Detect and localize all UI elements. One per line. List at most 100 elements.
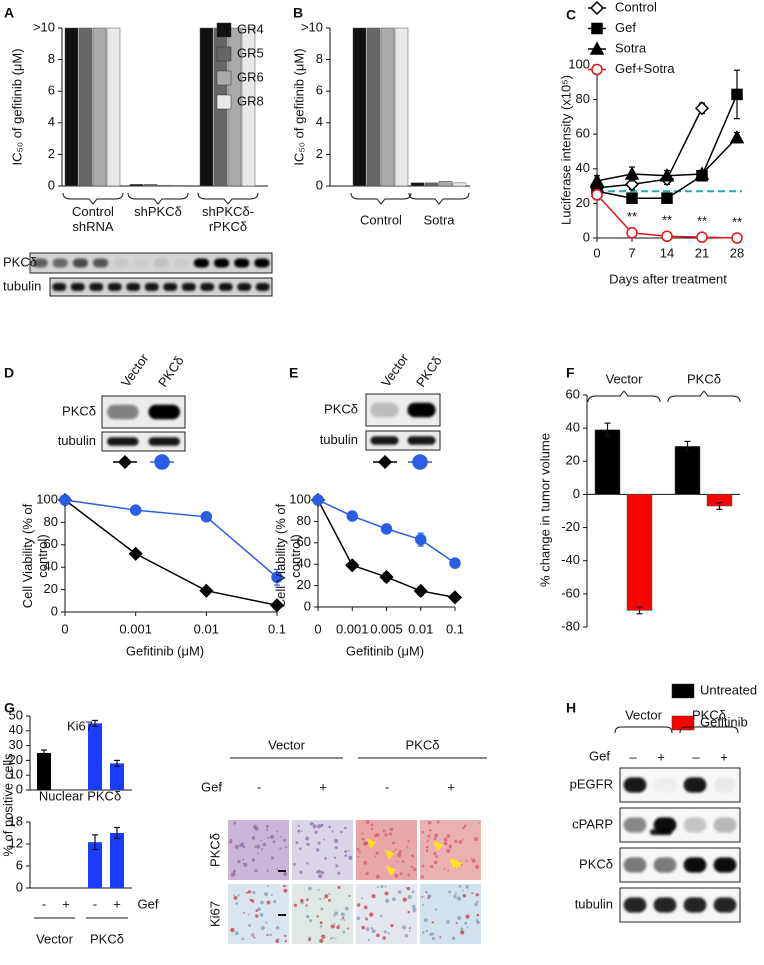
micrograph-cell — [320, 907, 324, 911]
micrograph-cell — [466, 926, 469, 929]
blot-column-label: PKCδ — [413, 353, 445, 389]
micrograph-cell — [295, 841, 299, 845]
micrograph-cell — [276, 868, 279, 871]
micrograph-cell — [328, 898, 331, 902]
micrograph-cell — [389, 827, 394, 832]
micrograph-cell — [374, 834, 378, 838]
micrograph-cell — [420, 875, 424, 879]
blot-band — [713, 817, 737, 833]
micrograph-cell — [333, 856, 337, 859]
blot-row-label: cPARP — [572, 816, 613, 831]
blot-row-label: PKCδ — [324, 401, 358, 416]
marker — [312, 494, 324, 506]
micrograph-cell — [333, 922, 336, 925]
y-tick-label: 20 — [44, 581, 58, 596]
marker — [696, 231, 708, 243]
micrograph-cell — [356, 903, 361, 907]
bar — [171, 184, 186, 187]
annotation: ** — [662, 213, 672, 228]
x-tick-label: 14 — [660, 245, 674, 260]
micrograph-cell — [324, 894, 329, 899]
blot-band — [144, 282, 159, 292]
micrograph-cell — [330, 924, 335, 929]
blot-band — [126, 282, 141, 292]
micrograph-cell — [462, 893, 467, 898]
bracket — [350, 192, 412, 205]
y-tick-label: 4 — [316, 114, 323, 129]
micrograph-cell — [365, 918, 368, 921]
micrograph-cell — [465, 859, 468, 862]
y-tick-label: 40 — [44, 559, 58, 574]
micrograph-cell — [251, 836, 256, 840]
y-tick-label: 100 — [289, 491, 311, 506]
micrograph-cell — [247, 913, 250, 916]
micrograph-cell — [317, 888, 320, 891]
x-tick-label: - — [42, 896, 46, 911]
bar — [129, 184, 144, 187]
micrograph-cell — [266, 900, 271, 905]
micrograph-cell — [254, 869, 258, 873]
bracket — [127, 192, 189, 205]
marker — [377, 454, 393, 470]
micrograph-cell — [263, 892, 269, 897]
bar — [394, 27, 409, 187]
y-tick-label: 60 — [297, 534, 311, 549]
group-label: PKCδ — [90, 931, 124, 946]
micrograph-cell — [257, 907, 261, 912]
scale-bar — [278, 870, 286, 872]
micrograph-cell — [384, 885, 387, 888]
micrograph-cell — [266, 828, 269, 831]
blot-band — [193, 258, 210, 268]
y-axis-label: IC₅₀ of gefitinib (μM) — [9, 48, 24, 165]
micrograph-cell — [401, 860, 405, 863]
annotation: ** — [627, 209, 637, 224]
marker — [661, 192, 673, 204]
marker — [412, 454, 428, 470]
micrograph-cell — [361, 832, 364, 835]
legend-label: Gef+Sotra — [615, 61, 675, 76]
micrograph-cell — [344, 850, 348, 853]
micrograph-cell — [397, 852, 402, 858]
micrograph-cell — [376, 885, 380, 889]
y-tick-label: 0 — [583, 229, 590, 244]
micrograph-cell — [456, 896, 462, 901]
series-line — [596, 107, 703, 189]
y-tick-label: 10 — [9, 767, 23, 782]
bar — [157, 184, 172, 187]
micrograph-cell — [319, 897, 322, 900]
blot-row-label: PKCδ — [3, 254, 37, 269]
micrograph-cell — [233, 895, 238, 900]
sign-label: - — [257, 779, 261, 794]
y-tick-label: >10 — [33, 19, 55, 34]
blot-band — [683, 817, 707, 833]
micrograph-cell — [363, 905, 368, 910]
micrograph-cell — [318, 874, 323, 879]
blot-row-label: tubulin — [320, 432, 358, 447]
micrograph-cell — [305, 914, 310, 919]
blot-frame — [49, 277, 273, 297]
micrograph-cell — [446, 919, 450, 924]
micrograph-cell — [260, 900, 264, 905]
y-axis-label: Luciferase intensity (x10⁵) — [558, 75, 573, 225]
x-tick-label: 21 — [695, 245, 709, 260]
blot-row-label: PKCδ — [62, 403, 96, 418]
micrograph-cell — [356, 847, 360, 851]
micrograph-cell — [235, 901, 239, 905]
micrograph-column-label: Vector — [268, 737, 306, 752]
blot-band — [713, 777, 737, 793]
scale-bar — [278, 914, 286, 916]
x-axis-label: Gefitinib (μM) — [126, 643, 204, 658]
y-tick-label: 18 — [9, 813, 23, 828]
micrograph-cell — [390, 924, 394, 928]
micrograph-cell — [242, 845, 246, 849]
y-tick-label: 4 — [48, 114, 55, 129]
micrograph-cell — [276, 938, 280, 941]
error-bar — [114, 759, 120, 767]
micrograph-cell — [300, 830, 303, 833]
micrograph-cell — [430, 864, 434, 869]
micrograph-cell — [384, 833, 388, 837]
micrograph-cell — [241, 937, 245, 941]
x-tick-label: 0.005 — [370, 621, 403, 636]
micrograph-cell — [237, 859, 241, 864]
legend-swatch — [216, 46, 232, 62]
